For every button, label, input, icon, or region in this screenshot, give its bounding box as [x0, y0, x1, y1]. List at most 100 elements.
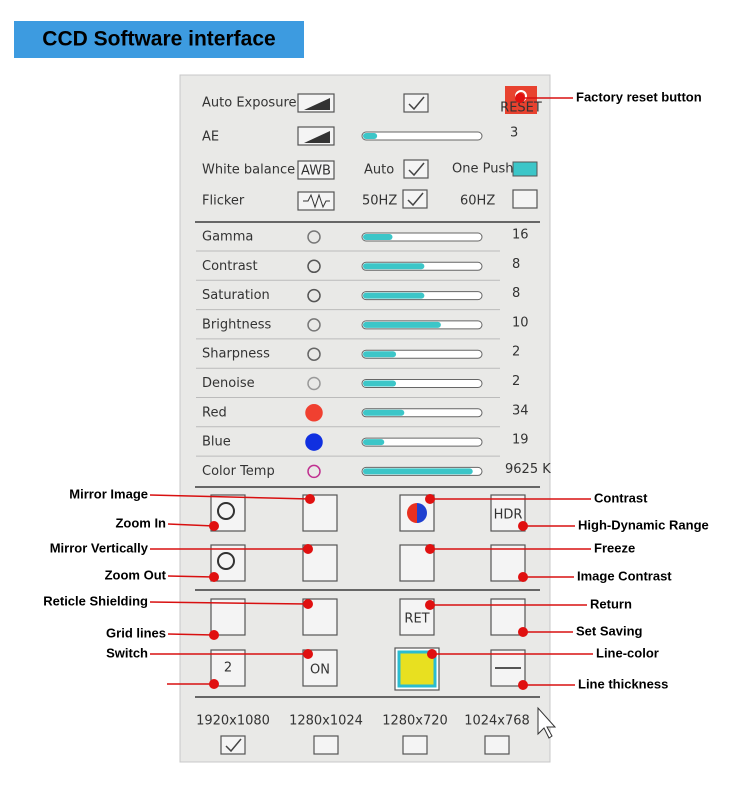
annotation-label: Switch [106, 645, 148, 660]
checkbox[interactable] [484, 735, 510, 755]
label: Auto Exposure [202, 96, 297, 111]
slider-icon [307, 464, 321, 479]
annotation-dot [518, 521, 528, 531]
label: 50HZ [362, 194, 397, 209]
cursor [537, 706, 557, 739]
button-label: 2 [224, 661, 232, 676]
zoom-glyph [217, 552, 235, 570]
annotation-label: Grid lines [106, 625, 166, 640]
annotation-label: Zoom In [115, 515, 166, 530]
checkbox[interactable] [402, 189, 428, 209]
button-label: HDR [494, 508, 523, 523]
panel [179, 74, 551, 763]
checkbox[interactable] [313, 735, 339, 755]
label: 60HZ [460, 194, 495, 209]
annotation-label: Image Contrast [577, 568, 672, 583]
slider-icon [305, 433, 323, 451]
value: 3 [510, 126, 518, 141]
slider-fill [363, 351, 397, 358]
annotation-line [149, 494, 311, 500]
annotation-dot [425, 494, 435, 504]
contrast-glyph [417, 503, 427, 523]
slider-label: Color Temp [202, 464, 275, 479]
annotation-label: Line-color [596, 645, 659, 660]
check-mark [408, 162, 425, 177]
label: Flicker [202, 194, 245, 209]
slider-fill [363, 409, 405, 416]
slider-icon [305, 404, 323, 422]
slider-fill [363, 468, 473, 475]
checkbox[interactable] [220, 735, 246, 755]
annotation-dot [518, 572, 528, 582]
slider-track[interactable] [361, 437, 483, 447]
checkbox[interactable] [403, 93, 429, 113]
label: One Push [452, 162, 513, 177]
resolution-label: 1280x1024 [289, 714, 363, 729]
annotation-label: Set Saving [576, 623, 643, 638]
annotation-label: Factory reset button [576, 89, 702, 104]
slider-label: Saturation [202, 288, 270, 303]
icon-glyph [303, 193, 330, 209]
annotation-dot [209, 521, 219, 531]
slider-value: 8 [512, 286, 520, 301]
slider-track[interactable] [361, 232, 483, 242]
annotation-dot [209, 679, 219, 689]
annotation-line [167, 523, 215, 527]
annotation-dot [518, 627, 528, 637]
tool-button[interactable] [210, 598, 246, 636]
slider-fill [363, 380, 397, 387]
slider-value: 8 [512, 257, 520, 272]
resolution-label: 1280x720 [382, 714, 448, 729]
awb-button[interactable] [297, 160, 335, 180]
annotation-dot [303, 649, 313, 659]
one-push-button[interactable] [512, 161, 538, 177]
checkbox[interactable] [402, 735, 428, 755]
title-box [14, 21, 304, 58]
flicker-icon[interactable] [297, 191, 335, 211]
annotation-dot [518, 680, 528, 690]
slider-label: Brightness [202, 317, 271, 332]
zoom-glyph [217, 502, 235, 520]
annotation-dot [425, 544, 435, 554]
reset-label: RESET [500, 101, 542, 116]
annotation-label: Zoom Out [105, 567, 167, 582]
slider-fill [363, 234, 393, 240]
slider-value: 16 [512, 228, 529, 243]
checkbox[interactable] [512, 189, 538, 209]
slider-value: 2 [512, 345, 520, 360]
slider-value: 10 [512, 315, 529, 330]
slider-label: Gamma [202, 230, 253, 245]
annotation-label: Contrast [594, 490, 648, 505]
checkbox[interactable] [403, 159, 429, 179]
label: White balance [202, 163, 295, 178]
annotation-dot [209, 572, 219, 582]
annotation-dot [209, 630, 219, 640]
annotation-label: Freeze [594, 540, 635, 555]
annotation-dot [305, 494, 315, 504]
icon-glyph [304, 131, 330, 143]
annotation-dot [303, 599, 313, 609]
annotation-dot [425, 600, 435, 610]
slider-icon [307, 318, 321, 332]
slider-label: Sharpness [202, 347, 270, 362]
button-label: ON [310, 663, 330, 678]
resolution-label: 1920x1080 [196, 714, 270, 729]
icon-glyph [304, 98, 330, 110]
slider-fill [363, 292, 425, 299]
slider-value: 9625 K [505, 462, 551, 477]
contrast-glyph [407, 503, 417, 523]
slider-icon [307, 288, 321, 303]
slider-value: 2 [512, 374, 520, 389]
annotation-line [149, 601, 309, 605]
slider-track[interactable] [361, 131, 483, 141]
label: AE [202, 130, 219, 145]
resolution-label: 1024x768 [464, 714, 530, 729]
slider-value: 34 [512, 403, 529, 418]
check-mark [407, 192, 424, 207]
annotation-label: High-Dynamic Range [578, 517, 709, 532]
annotation-label: Line thickness [578, 676, 668, 691]
annotation-label: Reticle Shielding [43, 593, 148, 608]
check-mark [408, 96, 425, 111]
annotation-label: Return [590, 596, 632, 611]
